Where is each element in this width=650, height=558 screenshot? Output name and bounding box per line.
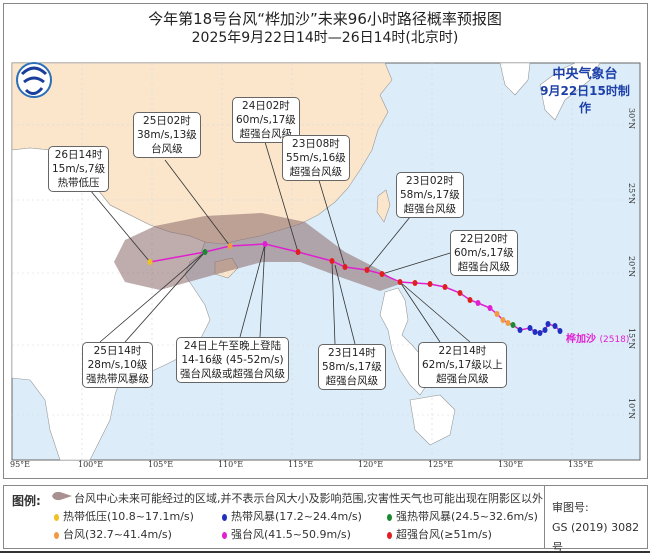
track-point [379,271,385,277]
legend-divider [544,486,545,548]
land-japan [539,62,601,121]
track-point [500,317,506,323]
lon-label: 95°E [10,460,31,469]
track-point [467,297,473,303]
land-indochina [11,147,211,461]
forecast-label-landfall: 24日上午至晚上登陆 14-16级 (45-52m/s) 强台风级或超强台风级 [176,337,289,383]
lat-label: 25°N [627,183,636,205]
lon-label: 130°E [498,460,524,469]
lon-label: 105°E [148,460,174,469]
cma-logo [16,62,52,98]
legend-item-ts: 热带风暴(17.2~24.4m/s) [222,508,362,524]
forecast-label-22d20h: 22日20时 60m/s,17级 超强台风级 [450,230,518,276]
lon-label: 115°E [288,460,314,469]
land-taiwan [376,189,391,223]
land-korea [499,62,531,96]
typhoon-code: (2518) [599,335,630,345]
probability-cone [114,213,400,291]
legend: 图例: 台风中心未来可能经过的区域,并不表示台风大小及影响范围,灾害性天气也可能… [3,485,648,554]
track-point [457,290,463,296]
lat-label: 30°N [627,108,636,130]
forecast-label-23d02h: 23日02时 58m/s,17级 超强台风级 [396,172,464,218]
track-point [475,300,481,306]
typhoon-name: 桦加沙 [566,334,596,345]
track-point [427,281,433,287]
lat-label: 10°N [627,398,636,420]
leader-lines [89,141,471,345]
legend-item-ty: 台风(32.7~41.4m/s) [54,526,172,542]
review-number-block: 审图号: GS (2019) 3082号 [552,498,647,558]
track-point [227,243,233,249]
agency-stamp: 中央气象台 9月22日15时制作 [535,66,635,117]
review-label: 审图号: [552,501,589,514]
track-point [295,249,301,255]
bottom-border [0,551,650,553]
track-point [202,249,208,255]
forecast-label-23d08h: 23日08时 55m/s,16级 超强台风级 [282,135,350,181]
map-title: 今年第18号台风“桦加沙”未来96小时路径概率预报图 [148,10,502,28]
lon-label: 125°E [428,460,454,469]
track-point [557,328,563,334]
legend-item-sts: 强热带风暴(24.5~32.6m/s) [387,508,538,524]
dot-icon [54,513,59,521]
track-point [342,264,348,270]
cone-swatch-icon [52,491,72,501]
agency-name: 中央气象台 [552,67,618,82]
legend-title: 图例: [12,494,41,508]
forecast-label-25d14h: 25日14时 28m/s,10级 强热带风暴级 [82,342,153,388]
forecast-label-25d02h: 25日02时 38m/s,13级 台风级 [133,112,201,158]
forecast-track [149,243,401,283]
track-point [262,241,268,247]
forecast-label-22d14h: 22日14时 62m/s,17级以上 超强台风级 [418,342,507,388]
dot-icon [54,531,59,539]
track-point [364,267,370,273]
track-point [545,321,551,327]
track-point [329,258,335,264]
track-point [517,327,523,333]
figure-frame [3,3,648,479]
dot-icon [222,531,227,539]
dot-icon [387,531,392,539]
track-point [487,305,493,311]
track-point [510,322,516,328]
map-subtitle: 2025年9月22日14时—26日14时(北京时) [191,30,459,46]
track-point [527,325,533,331]
track-point [147,259,153,265]
forecast-label-26d14h: 26日14时 15m/s,7级 热带低压 [48,146,110,192]
legend-item-sty: 强台风(41.5~50.9m/s) [222,526,351,542]
forecast-label-23d14h: 23日14时 58m/s,17级 超强台风级 [318,344,386,390]
legend-item-super-ty: 超强台风(≥51m/s) [387,526,492,542]
track-point [552,323,558,329]
cone-description: 台风中心未来可能经过的区域,并不表示台风大小及影响范围,灾害性天气也可能出现在阴… [74,492,543,505]
legend-item-td: 热带低压(10.8~17.1m/s) [54,508,194,524]
dot-icon [222,513,227,521]
track-point [532,329,538,335]
typhoon-name-label: 桦加沙 (2518) [566,330,629,345]
track-point [397,279,403,285]
track-point [412,280,418,286]
lon-label: 120°E [358,460,384,469]
lat-label: 15°N [627,328,636,350]
lon-label: 135°E [568,460,594,469]
track-point [442,284,448,290]
track-point [542,327,548,333]
lon-label: 110°E [218,460,244,469]
lat-label: 20°N [627,256,636,278]
made-time: 9月22日15时制作 [540,84,630,115]
track-point [505,320,511,326]
track-point [537,330,543,336]
lon-label: 100°E [78,460,104,469]
dot-icon [387,513,392,521]
review-number: GS (2019) 3082号 [552,521,640,554]
track-point [494,311,500,317]
